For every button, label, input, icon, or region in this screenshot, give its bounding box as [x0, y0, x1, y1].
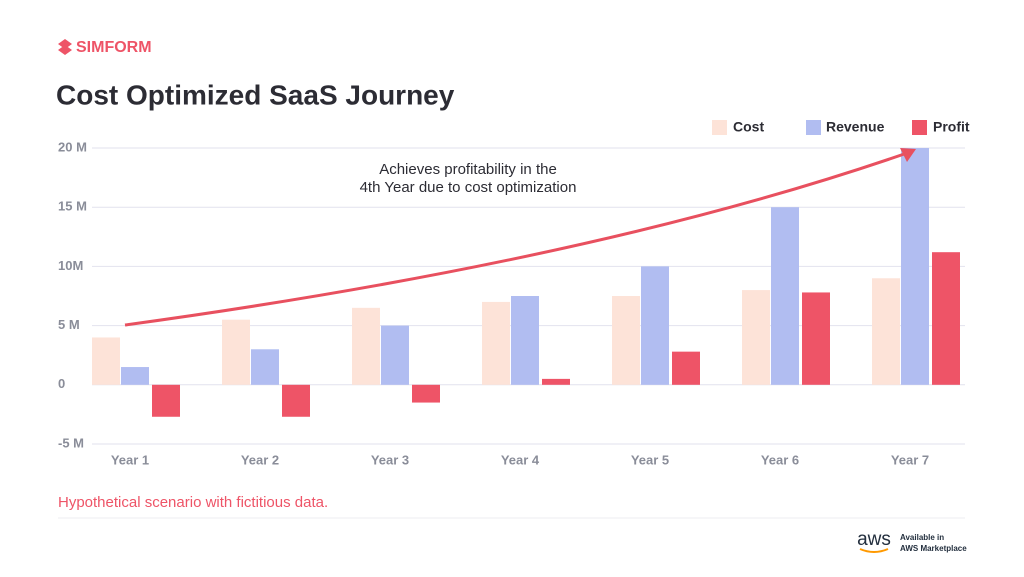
bar	[511, 296, 539, 385]
badge-line: AWS Marketplace	[900, 544, 967, 553]
bar	[222, 319, 250, 385]
bar	[251, 349, 279, 385]
arrow-head	[900, 148, 916, 162]
plot-area: -5 M 0 5 M 10M 15 M 20 M Year 1 Year 2 Year 3 Yea…	[58, 119, 970, 468]
bar	[542, 378, 570, 385]
aws-smile	[859, 548, 889, 553]
x-tick-label: Year 3	[371, 452, 409, 467]
badge-line: Available in	[900, 533, 944, 542]
bar	[901, 148, 929, 385]
bar	[412, 384, 440, 403]
y-tick-label: -5 M	[58, 435, 84, 450]
y-tick-label: 15 M	[58, 199, 87, 214]
x-tick-label: Year 4	[501, 452, 540, 467]
x-tick-label: Year 2	[241, 452, 279, 467]
y-tick-label: 10M	[58, 258, 83, 273]
annotation: 4th Year due to cost optimization	[360, 179, 577, 196]
x-tick-label: Year 6	[761, 452, 799, 467]
bar	[641, 266, 669, 385]
y-tick-label: 5 M	[58, 317, 80, 332]
brand-name: SIMFORM	[76, 39, 152, 56]
legend-swatch	[806, 120, 821, 135]
bar	[742, 290, 770, 385]
bar	[612, 296, 640, 385]
chart-title: Cost Optimized SaaS Journey	[56, 79, 455, 110]
bar	[482, 301, 510, 385]
brand-logo: SIMFORM	[58, 39, 152, 56]
bar	[282, 384, 310, 417]
bar	[771, 207, 799, 385]
aws-logo: aws	[857, 529, 891, 550]
legend-label: Revenue	[826, 119, 885, 135]
legend-label: Profit	[933, 119, 970, 135]
bar	[872, 278, 900, 385]
trend-arrow	[124, 150, 911, 327]
legend-swatch	[712, 120, 727, 135]
bar	[672, 351, 700, 385]
x-tick-label: Year 5	[631, 452, 669, 467]
y-tick-label: 0	[58, 376, 65, 391]
legend-swatch	[912, 120, 927, 135]
footnote: Hypothetical scenario with fictitious da…	[58, 494, 328, 511]
y-tick-label: 20 M	[58, 139, 87, 154]
bar	[92, 337, 120, 385]
x-tick-label: Year 1	[111, 452, 149, 467]
bar	[381, 325, 409, 385]
bar	[352, 307, 380, 385]
bar	[152, 384, 180, 417]
bar	[932, 252, 960, 385]
legend-label: Cost	[733, 119, 764, 135]
brand-icon	[58, 39, 72, 55]
x-tick-label: Year 7	[891, 452, 929, 467]
annotation: Achieves profitability in the	[379, 161, 557, 178]
bar	[802, 292, 830, 385]
bar	[121, 367, 149, 385]
